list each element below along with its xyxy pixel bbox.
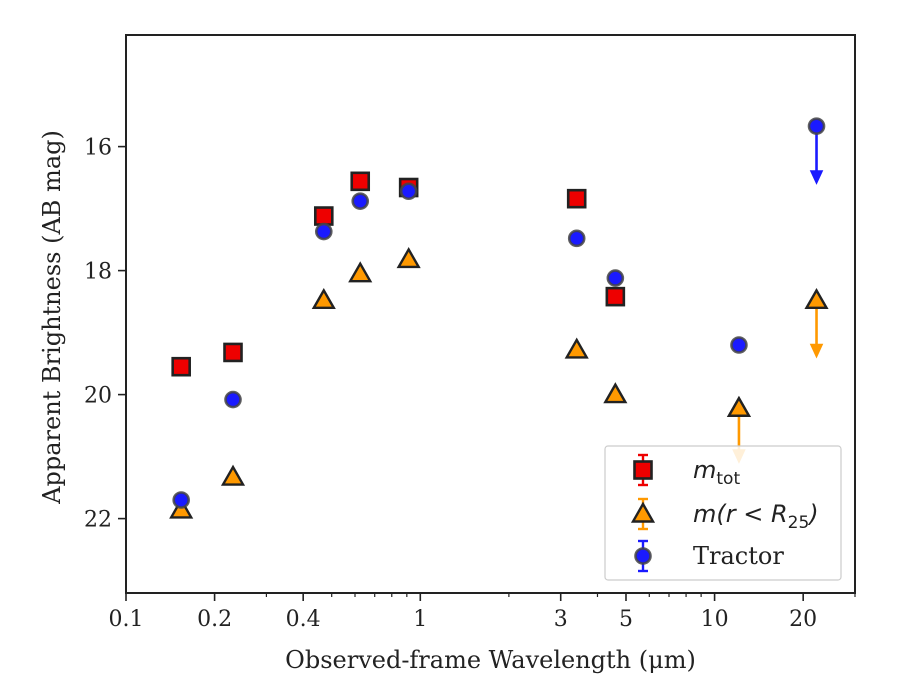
legend-label: Tractor: [693, 542, 784, 570]
data-point: [564, 337, 589, 359]
data-point: [603, 382, 628, 404]
x-tick-label: 3: [554, 607, 568, 632]
data-point: [172, 491, 190, 509]
limit-arrowhead: [809, 170, 824, 185]
upper-limit-point: [726, 395, 752, 417]
legend-marker: [630, 501, 656, 523]
legend-entry: Tractor: [634, 539, 784, 573]
data-point: [223, 342, 243, 363]
plot-frame: [125, 34, 856, 594]
y-tick-label: 22: [84, 508, 112, 533]
data-point: [730, 336, 748, 354]
data-point: [224, 390, 242, 409]
x-tick-label: 10: [701, 607, 729, 632]
x-tick-label: 0.4: [286, 607, 321, 632]
axes: 0.1 0.2 0.4 1 3 5 10 20 16 18 20 22: [84, 34, 856, 632]
x-tick-label: 0.2: [197, 607, 232, 632]
data-point: [348, 261, 373, 283]
x-tick-label: 20: [789, 607, 817, 632]
data-point: [171, 356, 191, 377]
legend-entry: mtot: [633, 453, 740, 489]
y-tick-label: 18: [84, 260, 112, 285]
x-tick-label: 5: [619, 607, 633, 632]
legend-label: mtot: [693, 456, 740, 489]
data-point: [396, 247, 421, 269]
legend-label: m(r < R25): [693, 500, 819, 533]
data-point: [220, 464, 246, 486]
legend-entry: m(r < R25): [630, 497, 819, 533]
x-tick-label: 0.1: [109, 607, 144, 632]
data-point: [314, 222, 333, 241]
legend-marker: [633, 460, 653, 480]
data-point: [606, 269, 625, 287]
data-point: [605, 286, 626, 307]
data-point: [351, 192, 370, 210]
data-point: [350, 171, 371, 192]
data-point: [311, 287, 336, 310]
legend-box: [604, 445, 842, 581]
y-tick-label: 20: [84, 384, 112, 409]
data-point: [566, 188, 587, 209]
series-circle: [172, 117, 826, 509]
x-tick-label: 1: [413, 607, 427, 632]
data-point: [313, 206, 334, 226]
y-axis-label: Apparent Brightness (AB mag): [38, 130, 66, 505]
legend-marker: [634, 547, 652, 565]
limit-arrowhead: [809, 343, 824, 359]
upper-limit-point: [804, 287, 829, 310]
x-axis-label: Observed-frame Wavelength (μm): [285, 646, 696, 674]
data-point: [567, 229, 586, 248]
legend: mtot m(r < R25) Tractor: [604, 445, 842, 581]
data-point: [399, 182, 418, 201]
upper-limit-point: [807, 117, 826, 135]
y-tick-label: 16: [84, 136, 112, 161]
